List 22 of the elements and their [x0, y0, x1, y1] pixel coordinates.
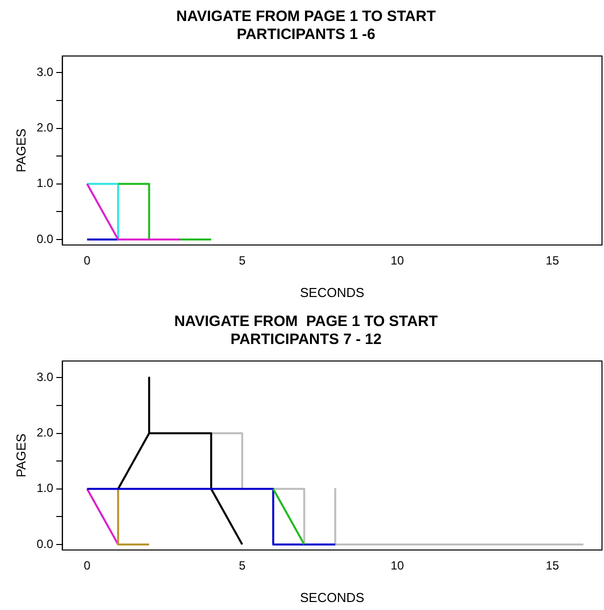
x-tick-label: 15 — [546, 558, 560, 573]
chart-title: NAVIGATE FROM PAGE 1 TO START PARTICIPANTS 7 - 12 — [174, 313, 438, 348]
x-axis-title: SECONDS — [300, 284, 365, 300]
x-axis-title: SECONDS — [300, 590, 365, 605]
x-tick-label: 0 — [84, 254, 91, 268]
y-tick-label: 1.0 — [36, 481, 54, 496]
chart-title: NAVIGATE FROM PAGE 1 TO START PARTICIPANTS 1 -6 — [176, 8, 436, 44]
y-tick-label: 0.0 — [36, 232, 54, 246]
x-tick-label: 10 — [390, 558, 404, 573]
x-tick-label: 0 — [84, 558, 91, 573]
y-axis-title: PAGES — [13, 433, 28, 478]
y-tick-label: 3.0 — [36, 64, 54, 79]
x-tick-label: 5 — [238, 254, 246, 268]
y-tick-label: 0.0 — [36, 536, 54, 551]
y-tick-label: 2.0 — [36, 426, 54, 440]
y-tick-label: 3.0 — [36, 370, 54, 384]
y-axis-title: PAGES — [13, 128, 28, 172]
x-tick-label: 15 — [546, 254, 560, 268]
y-tick-label: 1.0 — [36, 176, 54, 190]
x-tick-label: 10 — [390, 254, 404, 268]
x-tick-label: 5 — [238, 558, 246, 573]
y-tick-label: 2.0 — [36, 120, 54, 135]
